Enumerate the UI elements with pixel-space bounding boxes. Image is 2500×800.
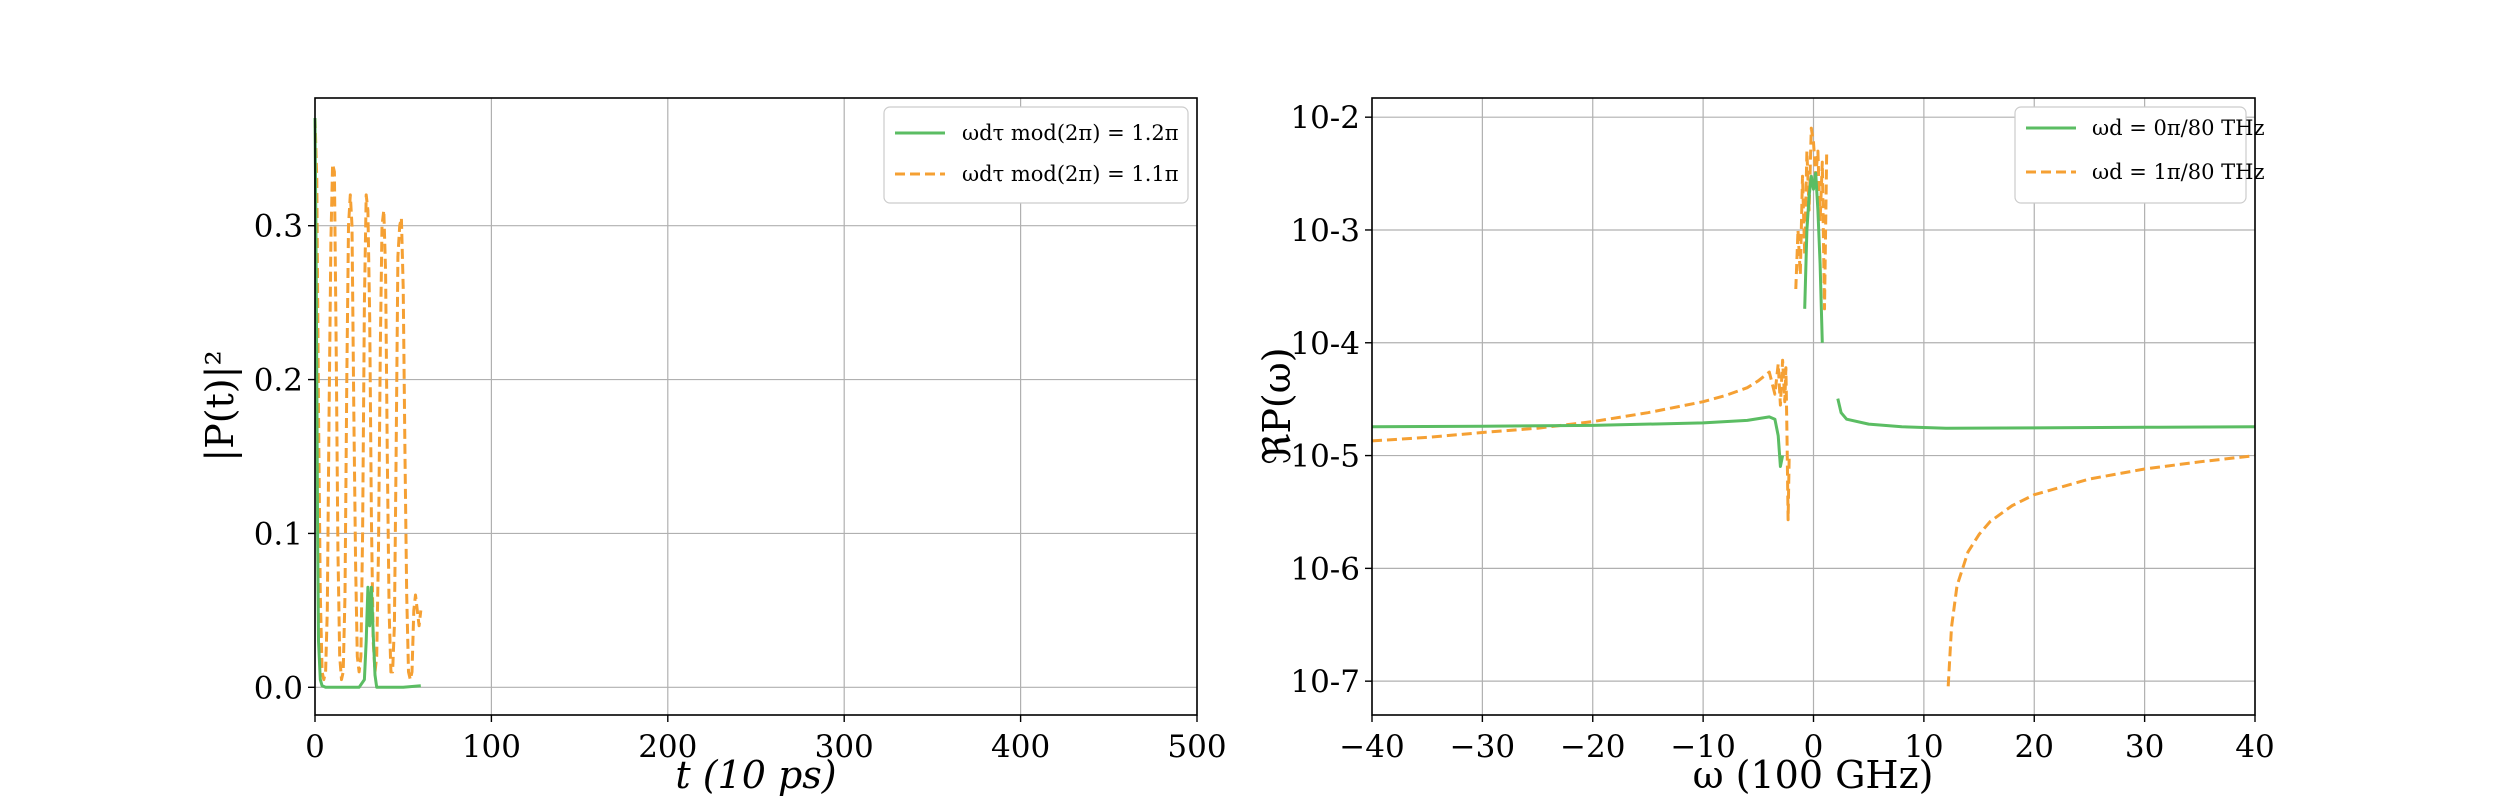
right-y-axis-label: ℜP(ω): [1255, 347, 1299, 464]
left-y-tick-label: 0.2: [254, 363, 303, 399]
right-x-tick-label: −40: [1339, 729, 1404, 765]
left-x-axis-label: t (10 ps): [675, 753, 836, 797]
right-y-tick-label: 10-6: [1290, 551, 1360, 587]
left-legend-box: [883, 106, 1189, 204]
left-x-tick-label: 100: [462, 729, 521, 765]
right-x-axis-label: ω (100 GHz): [1693, 753, 1934, 797]
right-series-green-segment-0: [1371, 415, 1785, 468]
right-legend-label-green: ωd = 0π/80 THz: [2092, 116, 2265, 140]
left-y-tick-label: 0.1: [254, 516, 303, 552]
frequency-domain-plot: −40 −30 −20 −10 0 10 20 30 40 10-710-610-510-410…: [1255, 97, 2275, 797]
left-series-orange-line: [313, 117, 423, 682]
right-y-tick-label: 10-7: [1290, 664, 1360, 700]
right-x-tick-label: 30: [2125, 729, 2164, 765]
left-x-tick-label: 200: [638, 729, 697, 765]
right-y-tick-label: 10-5: [1290, 439, 1360, 475]
right-y-tick-label: 10-3: [1290, 213, 1360, 249]
left-x-tick-label: 300: [815, 729, 874, 765]
left-x-tick-label: 0: [305, 729, 325, 765]
right-x-tick-label: 40: [2235, 729, 2274, 765]
right-series-orange-segment-0: [1371, 358, 1791, 522]
time-domain-plot: 0 100 200 300 400 500 0.00.10.20.3 t (10 ps) …: [198, 97, 1227, 797]
right-x-tick-labels: −40 −30 −20 −10 0 10 20 30 40: [1339, 715, 2275, 765]
right-y-tick-label: 10-2: [1290, 100, 1360, 136]
right-y-tick-label: 10-4: [1290, 326, 1360, 362]
right-legend-label-orange: ωd = 1π/80 THz: [2092, 160, 2265, 184]
right-y-tick-labels: 10-7 10-6 10-5 10-4 10-3 10-2: [1290, 100, 1372, 700]
right-series-green-segment-2: [1836, 398, 2256, 430]
right-legend: ωd = 0π/80 THz ωd = 1π/80 THz: [2014, 106, 2265, 204]
left-y-tick-label: 0.0: [254, 670, 303, 706]
left-y-axis-label: |P(t)|²: [198, 350, 242, 461]
right-x-tick-label: −30: [1450, 729, 1515, 765]
right-x-tick-label: 0: [1804, 729, 1824, 765]
right-x-tick-label: −20: [1560, 729, 1625, 765]
right-x-tick-label: 10: [1904, 729, 1943, 765]
left-series-green-line: [313, 117, 421, 689]
right-series-green-segment-1: [1803, 171, 1824, 343]
right-x-tick-label: 20: [2015, 729, 2054, 765]
right-series-orange-segment-1: [1794, 126, 1829, 311]
left-legend-label-orange: ωdτ mod(2π) = 1.1π: [962, 162, 1179, 186]
left-x-tick-labels: 0 100 200 300 400 500: [305, 715, 1227, 765]
left-axes-frame: [314, 97, 1198, 716]
right-series-lines: [1371, 126, 2256, 687]
left-y-tick-labels: 0.0 0.1 0.2 0.3: [254, 209, 315, 706]
left-legend-label-green: ωdτ mod(2π) = 1.2π: [962, 121, 1179, 145]
left-y-tick-label: 0.3: [254, 209, 303, 245]
right-legend-box: [2014, 106, 2247, 204]
right-x-tick-label: −10: [1670, 729, 1735, 765]
left-series-lines: [313, 117, 423, 689]
left-x-tick-label: 500: [1167, 729, 1226, 765]
left-legend: ωdτ mod(2π) = 1.2π ωdτ mod(2π) = 1.1π: [883, 106, 1189, 204]
right-series-orange-segment-2: [1946, 454, 2256, 687]
left-x-tick-label: 400: [991, 729, 1050, 765]
